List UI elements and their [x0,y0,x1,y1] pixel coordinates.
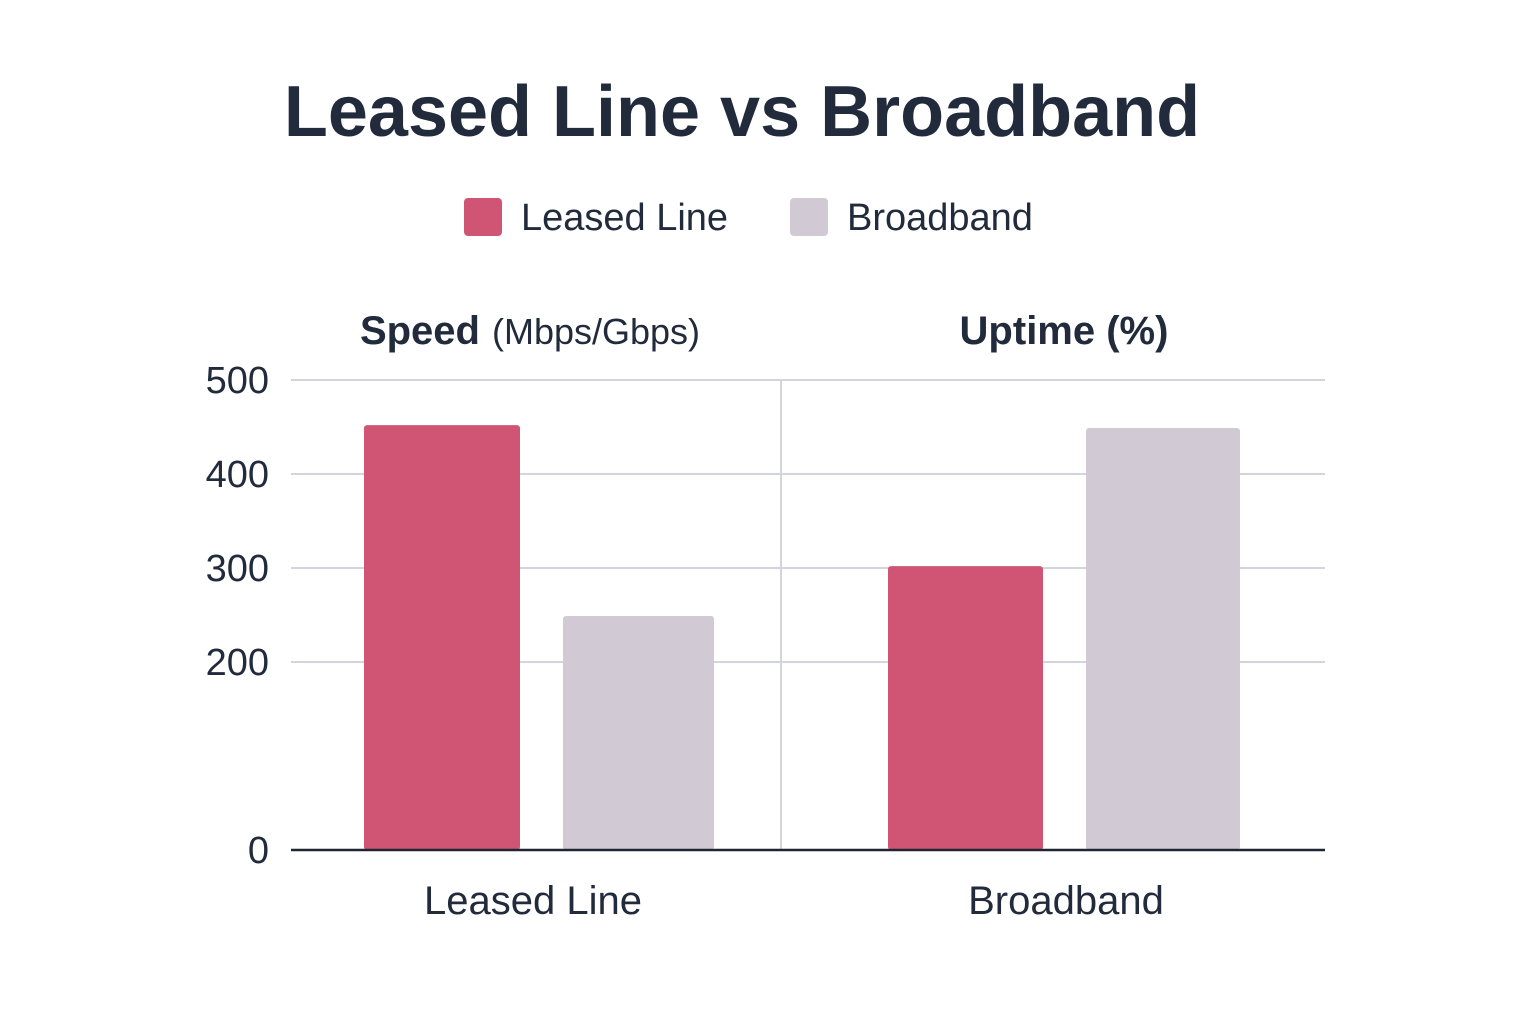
legend-label-broadband: Broadband [847,197,1033,239]
y-tick-label: 200 [206,642,269,684]
legend-swatch-broadband [790,198,828,236]
bar-leased-line-leased-line [364,425,520,850]
bars [364,425,1240,850]
y-tick-label: 500 [206,360,269,402]
panel-title-speed-unit: (Mbps/Gbps) [492,311,700,352]
panel-title-uptime: Uptime (%) [960,309,1169,353]
x-category-label-broadband: Broadband [968,879,1164,923]
panel-title-speed: Speed (Mbps/Gbps) [360,309,700,353]
x-category-label-leased-line: Leased Line [424,879,642,923]
y-tick-label: 300 [206,548,269,590]
y-tick-label: 400 [206,454,269,496]
legend-label-leased-line: Leased Line [521,197,728,239]
y-tick-label: 0 [248,830,269,872]
bar-broadband-leased-line [563,615,714,850]
legend-swatch-leased-line [464,198,502,236]
y-axis-ticks: 500 400 300 200 0 [206,360,269,872]
bar-leased-line-broadband [888,566,1043,850]
panel-title-speed-bold: Speed [360,309,480,353]
chart-title: Leased Line vs Broadband [284,72,1200,152]
legend: Leased Line Broadband [464,197,1033,239]
bar-broadband-broadband [1086,427,1240,850]
